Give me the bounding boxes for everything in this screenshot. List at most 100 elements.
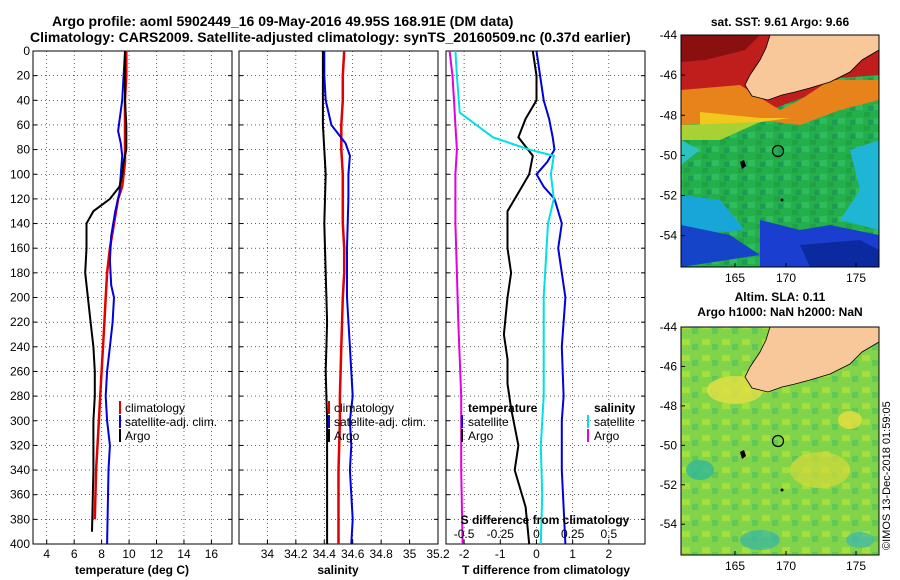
depth-tick-label: 160 xyxy=(10,241,30,255)
land-mass xyxy=(744,35,879,101)
x-tick-label: 4 xyxy=(43,547,50,561)
x-tick-label: 34.2 xyxy=(284,547,308,561)
series-line-s-argo xyxy=(448,50,464,545)
depth-tick-label: 0 xyxy=(23,44,30,58)
depth-tick-label: 100 xyxy=(10,167,30,181)
depth-tick-label: 120 xyxy=(10,192,30,206)
argo-location-marker xyxy=(771,144,785,158)
legend-salinity-title: salinity xyxy=(594,401,636,415)
secondary-tick-label: 0 xyxy=(533,527,540,541)
temperature-series xyxy=(84,50,128,545)
map-lon-label: 165 xyxy=(725,559,745,573)
depth-tick-label: 360 xyxy=(10,488,30,502)
map-lat-label: -54 xyxy=(660,229,678,243)
sla-map: Altim. SLA: 0.11 Argo h1000: NaN h2000: … xyxy=(660,290,880,573)
salinity-plot: 34 34.2 34.4 34.6 34.8 35 35.2 salinity climat… xyxy=(238,50,450,577)
legend-climatology: climatology xyxy=(334,401,394,415)
secondary-tick-labels: -0.5 -0.25 0 0.25 0.5 xyxy=(454,527,618,541)
map-lat-label: -50 xyxy=(660,148,678,162)
temperature-legend: climatology satellite-adj. clim. Argo xyxy=(119,401,217,443)
x-tick-label: 0 xyxy=(533,547,540,561)
depth-tick-label: 140 xyxy=(10,217,30,231)
x-tick-label: -2 xyxy=(459,547,470,561)
salinity-legend: climatology satellite-adj. clim. Argo xyxy=(328,401,426,443)
map-lon-label: 170 xyxy=(776,271,796,285)
x-tick-label: 16 xyxy=(205,547,219,561)
title-line-1: Argo profile: aoml 5902449_16 09-May-201… xyxy=(52,13,513,29)
depth-tick-label: 180 xyxy=(10,266,30,280)
map-lat-label: -52 xyxy=(660,189,678,203)
map-lat-label: -48 xyxy=(660,108,678,122)
legend-temperature-title: temperature xyxy=(468,401,538,415)
series-line-climatology xyxy=(337,50,346,544)
salinity-grid xyxy=(239,50,439,545)
map-lon-label: 165 xyxy=(725,271,745,285)
x-tick-label: 35 xyxy=(403,547,417,561)
depth-tick-label: 320 xyxy=(10,438,30,452)
x-tick-label: 6 xyxy=(71,547,78,561)
secondary-tick-label: 0.5 xyxy=(600,527,617,541)
temperature-axes-frame xyxy=(32,50,233,545)
depth-tick-label: 340 xyxy=(10,463,30,477)
legend-t-satellite: satellite xyxy=(468,415,509,429)
secondary-tick-label: -0.25 xyxy=(487,527,515,541)
salinity-tick-labels: 34 34.2 34.4 34.6 34.8 35 35.2 xyxy=(261,547,450,561)
sla-map-frame xyxy=(680,326,880,556)
legend-s-argo: Argo xyxy=(594,429,620,443)
salinity-diff-legend: salinity satellite Argo xyxy=(587,401,636,443)
x-tick-label: 14 xyxy=(177,547,191,561)
map-lat-label: -44 xyxy=(660,28,678,42)
depth-tick-label: 40 xyxy=(17,93,31,107)
difference-tick-labels: -2 -1 0 1 2 xyxy=(459,547,613,561)
legend-climatology: climatology xyxy=(125,401,185,415)
temperature-tick-labels: 4 6 8 10 12 14 16 xyxy=(43,547,218,561)
x-tick-label: 34.8 xyxy=(369,547,393,561)
difference-plot: -2 -1 0 1 2 T difference from climatology S … xyxy=(445,50,646,577)
map-lat-label: -44 xyxy=(660,320,678,334)
sst-map-image xyxy=(681,35,879,267)
series-line-argo xyxy=(84,51,128,532)
sst-map: sat. SST: 9.61 Argo: 9.66 -44 -46 -48 -50 -5… xyxy=(660,15,880,285)
x-tick-label: 10 xyxy=(122,547,136,561)
depth-tick-label: 20 xyxy=(17,69,31,83)
map-lat-label: -46 xyxy=(660,68,678,82)
legend-argo: Argo xyxy=(334,429,360,443)
series-line-argo xyxy=(321,51,329,544)
depth-tick-label: 200 xyxy=(10,291,30,305)
difference-secondary-xlabel: S difference from climatology xyxy=(461,513,630,527)
map-lon-label: 170 xyxy=(776,559,796,573)
difference-series xyxy=(448,50,567,545)
difference-axes-frame xyxy=(445,50,646,545)
sst-map-title: sat. SST: 9.61 Argo: 9.66 xyxy=(711,15,850,29)
x-tick-label: 34.4 xyxy=(313,547,337,561)
series-line-satellite-adj-clim- xyxy=(104,50,126,545)
x-tick-label: 34 xyxy=(261,547,275,561)
title-line-2: Climatology: CARS2009. Satellite-adjuste… xyxy=(30,29,631,45)
depth-tick-label: 220 xyxy=(10,315,30,329)
map-lat-label: -52 xyxy=(660,478,678,492)
map-lat-label: -46 xyxy=(660,359,678,373)
imos-watermark: ©IMOS 13-Dec-2018 01:59:05 xyxy=(881,401,893,550)
land-mass xyxy=(744,327,879,393)
temperature-xlabel: temperature (deg C) xyxy=(75,563,189,577)
depth-tick-label: 300 xyxy=(10,414,30,428)
salinity-xlabel: salinity xyxy=(317,563,359,577)
x-tick-label: 35.2 xyxy=(426,547,450,561)
salinity-series xyxy=(321,50,354,545)
depth-tick-label: 280 xyxy=(10,389,30,403)
depth-tick-label: 240 xyxy=(10,340,30,354)
series-line-satellite-adj-clim- xyxy=(323,51,354,545)
depth-tick-label: 260 xyxy=(10,364,30,378)
map-lat-label: -48 xyxy=(660,399,678,413)
x-tick-label: 12 xyxy=(150,547,164,561)
x-tick-label: 2 xyxy=(605,547,612,561)
depth-tick-labels: 0 20 40 60 80 100 120 140 160 180 200 220 240 260 280 3… xyxy=(10,44,30,551)
sla-map-ticks: -44 -46 -48 -50 -52 -54 165 170 175 xyxy=(660,320,867,573)
map-lon-label: 175 xyxy=(846,271,866,285)
legend-s-satellite: satellite xyxy=(594,415,635,429)
x-tick-label: 1 xyxy=(569,547,576,561)
secondary-tick-label: -0.5 xyxy=(454,527,475,541)
x-tick-label: 34.6 xyxy=(341,547,365,561)
secondary-tick-label: 0.25 xyxy=(561,527,585,541)
